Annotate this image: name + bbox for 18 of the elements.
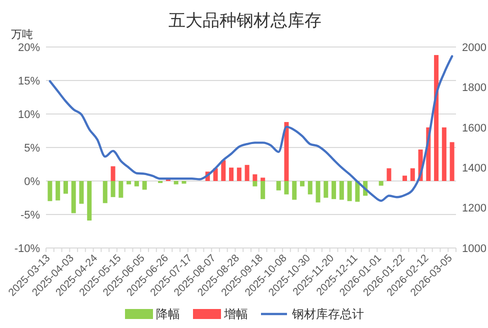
legend-label: 钢材库存总计 bbox=[291, 307, 364, 321]
y-tick-label: 5% bbox=[24, 142, 40, 154]
y-tick-label: -10% bbox=[14, 242, 40, 255]
y2-tick-label: 1800 bbox=[462, 82, 486, 94]
y2-tick-label: 2000 bbox=[462, 42, 486, 54]
legend-label: 降幅 bbox=[156, 307, 180, 321]
y2-tick-label: 1000 bbox=[462, 242, 486, 255]
y2-tick-label: 1200 bbox=[462, 202, 486, 215]
chart-title: 五大品种钢材总库存 bbox=[168, 11, 322, 30]
legend-label: 增幅 bbox=[223, 307, 248, 321]
y-tick-label: 10% bbox=[18, 108, 40, 121]
y-tick-label: -5% bbox=[20, 209, 40, 222]
y-axis-title: 万吨 bbox=[11, 28, 33, 41]
y-tick-label: 0% bbox=[24, 176, 40, 188]
y-tick-label: 20% bbox=[18, 42, 40, 54]
y2-tick-label: 1400 bbox=[462, 162, 486, 174]
y2-tick-label: 1600 bbox=[462, 122, 486, 134]
y-tick-label: 15% bbox=[18, 75, 40, 88]
